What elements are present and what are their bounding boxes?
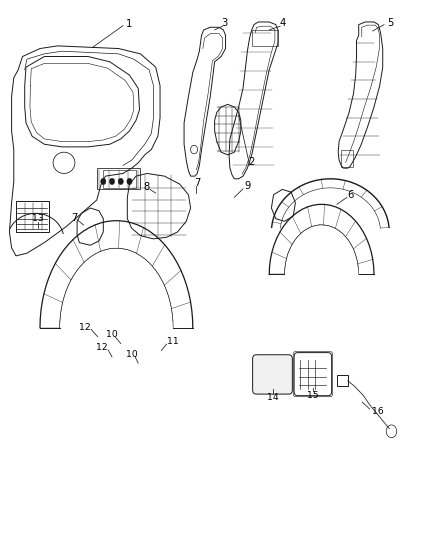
Text: 4: 4 [279,18,286,28]
Text: 16: 16 [371,407,383,416]
Text: 12: 12 [79,322,91,332]
Circle shape [118,178,124,184]
Text: 7: 7 [71,213,77,223]
Text: 9: 9 [244,181,251,191]
Circle shape [127,178,132,184]
Text: 1: 1 [126,19,133,29]
Text: 10: 10 [126,350,138,359]
Text: 10: 10 [106,330,118,339]
Text: 12: 12 [96,343,108,352]
Circle shape [101,178,106,184]
Text: 2: 2 [248,157,255,167]
Circle shape [110,178,115,184]
Text: 6: 6 [347,190,353,200]
Text: 13: 13 [32,214,44,223]
Text: 11: 11 [167,337,179,346]
Text: 15: 15 [307,391,319,400]
Text: 7: 7 [194,178,200,188]
Text: 3: 3 [222,18,228,28]
Text: 5: 5 [387,18,394,28]
Text: 14: 14 [267,393,279,402]
FancyBboxPatch shape [253,355,292,394]
Text: 8: 8 [144,182,150,192]
